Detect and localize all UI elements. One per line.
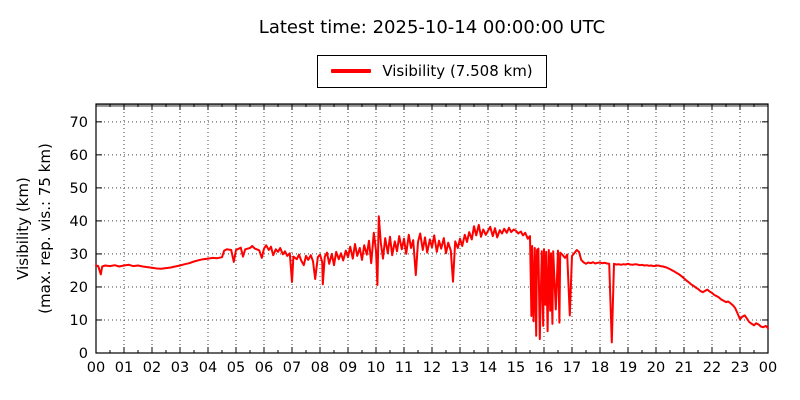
x-tick-label: 05 [227,360,245,376]
x-tick-label: 06 [255,360,273,376]
x-tick-label: 00 [87,360,105,376]
legend-line-sample [331,69,372,73]
x-tick-label: 22 [703,360,721,376]
legend: Visibility (7.508 km) [96,55,768,88]
x-tick-label: 13 [451,360,469,376]
y-tick-label: 70 [70,115,88,131]
legend-box: Visibility (7.508 km) [317,55,547,88]
y-axis-label-line2: (max. rep. vis.: 75 km) [36,143,54,314]
x-tick-label: 21 [675,360,693,376]
y-tick-label: 10 [70,313,88,329]
x-tick-label: 19 [619,360,637,376]
x-tick-label: 11 [395,360,413,376]
y-tick-label: 0 [79,346,88,362]
y-axis-label-line1: Visibility (km) [14,177,32,280]
chart-title: Latest time: 2025-10-14 00:00:00 UTC [258,17,606,38]
x-tick-label: 02 [143,360,161,376]
x-tick-label: 17 [563,360,581,376]
x-tick-label: 00 [759,360,777,376]
y-tick-label: 30 [70,247,88,263]
x-tick-label: 20 [647,360,665,376]
y-tick-label: 50 [70,181,88,197]
x-tick-label: 01 [115,360,133,376]
y-tick-label: 40 [70,214,88,230]
x-tick-label: 18 [591,360,609,376]
x-tick-label: 09 [339,360,357,376]
x-tick-label: 15 [507,360,525,376]
x-tick-label: 04 [199,360,217,376]
x-tick-label: 12 [423,360,441,376]
y-tick-label: 60 [70,148,88,164]
x-tick-label: 03 [171,360,189,376]
x-tick-label: 16 [535,360,553,376]
x-tick-label: 23 [731,360,749,376]
visibility-series-line [95,215,769,344]
x-tick-label: 14 [479,360,497,376]
x-tick-label: 07 [283,360,301,376]
y-tick-label: 20 [70,280,88,296]
legend-label: Visibility (7.508 km) [382,62,533,80]
x-tick-label: 10 [367,360,385,376]
x-tick-label: 08 [311,360,329,376]
